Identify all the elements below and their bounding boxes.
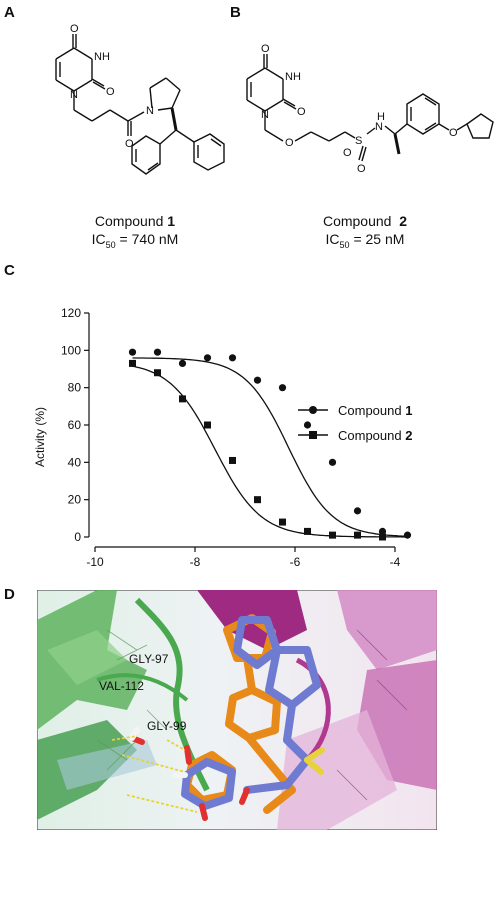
data-point-series-1 <box>128 348 137 356</box>
data-point-series-1 <box>228 354 237 362</box>
atom-o: O <box>261 43 270 55</box>
y-tick-label: 60 <box>68 418 82 432</box>
data-point-series-1 <box>203 354 212 362</box>
y-tick-label: 100 <box>61 343 81 357</box>
panel-label-c: C <box>4 262 15 279</box>
atom-nh: NH <box>94 51 110 63</box>
atom-o: O <box>357 163 366 175</box>
y-tick-label: 20 <box>68 493 82 507</box>
atom-h: H <box>377 111 385 123</box>
data-point-series-2 <box>379 533 386 541</box>
atom-o: O <box>125 138 134 150</box>
data-point-series-2 <box>179 395 186 403</box>
data-point-series-2 <box>204 421 211 429</box>
residue-label-gly-99: GLY-99 <box>147 719 187 733</box>
ic50-sub: 50 <box>105 239 116 250</box>
data-point-series-1 <box>328 458 337 466</box>
data-point-series-1 <box>253 376 262 384</box>
legend-item-compound-1: Compound 1 <box>338 403 412 418</box>
panel-label-a: A <box>4 4 15 21</box>
docking-pose-image: GLY-97 VAL-112 GLY-99 <box>37 590 437 830</box>
residue-label-val-112: VAL-112 <box>99 679 144 693</box>
compound-2-label: Compound <box>322 213 392 229</box>
panel-label-d: D <box>4 586 15 603</box>
x-tick-label: -10 <box>86 555 104 569</box>
data-point-series-1 <box>178 359 187 367</box>
atom-o: O <box>285 137 294 149</box>
compound-2-structure: O NH O N O S O O N H O <box>246 43 494 175</box>
data-point-series-2 <box>304 527 311 535</box>
atom-n: N <box>70 89 78 101</box>
panel-label-b: B <box>230 4 241 21</box>
ic50-prefix: IC <box>325 231 340 247</box>
atom-o: O <box>297 106 306 118</box>
atom-o: O <box>106 86 115 98</box>
atom-n: N <box>146 105 154 117</box>
data-point-series-2 <box>279 518 286 526</box>
atom-n: N <box>375 121 383 133</box>
data-point-series-1 <box>303 421 312 429</box>
y-tick-label: 40 <box>68 455 82 469</box>
compound-1-label: Compound <box>94 213 164 229</box>
data-point-series-2 <box>254 496 261 504</box>
y-axis-label: Activity (%) <box>33 407 47 467</box>
data-point-series-1 <box>153 348 162 356</box>
x-tick-label: -6 <box>290 555 301 569</box>
y-tick-label: 80 <box>68 381 82 395</box>
compound-1-number: 1 <box>167 213 176 229</box>
compound-1-caption: Compound 1 IC50 = 740 nM <box>40 212 230 254</box>
data-point-series-2 <box>329 531 336 539</box>
residue-label-gly-97: GLY-97 <box>129 652 169 666</box>
data-point-series-2 <box>154 369 161 377</box>
legend-marker-circle <box>309 406 317 414</box>
fit-curve-series-1 <box>132 357 408 537</box>
compound-1-structure: O NH O N O N <box>55 23 225 175</box>
legend-item-compound-2: Compound 2 <box>338 428 412 443</box>
fit-curve-series-2 <box>132 365 408 538</box>
data-point-series-1 <box>278 384 287 392</box>
atom-o: O <box>449 127 458 139</box>
atom-o: O <box>70 23 79 35</box>
y-tick-label: 120 <box>61 306 81 320</box>
data-point-series-2 <box>354 531 361 539</box>
compound-2-number: 2 <box>399 213 408 229</box>
ic50-prefix: IC <box>91 231 106 247</box>
compound-2-ic50-value: = 25 nM <box>349 231 405 247</box>
legend-marker-square <box>309 431 317 439</box>
data-point-series-2 <box>129 359 136 367</box>
y-tick-label: 0 <box>74 530 81 544</box>
atom-s: S <box>355 135 362 147</box>
x-tick-label: -8 <box>190 555 201 569</box>
data-point-series-1 <box>353 507 362 515</box>
data-point-series-1 <box>403 531 412 539</box>
data-point-series-2 <box>229 456 236 464</box>
chart-legend: Compound 1 Compound 2 <box>298 403 412 443</box>
atom-n: N <box>261 109 269 121</box>
atom-nh: NH <box>285 71 301 83</box>
compound-1-ic50-value: = 740 nM <box>115 231 179 247</box>
compound-2-caption: Compound 2 IC50 = 25 nM <box>270 212 460 254</box>
x-tick-label: -4 <box>390 555 401 569</box>
atom-o: O <box>343 147 352 159</box>
ic50-sub: 50 <box>339 239 350 250</box>
data-point-series-1 <box>378 527 387 535</box>
dose-response-chart: 0 20 40 60 80 100 120 -10 -8 -6 -4 Activity (%) Co… <box>33 306 412 569</box>
